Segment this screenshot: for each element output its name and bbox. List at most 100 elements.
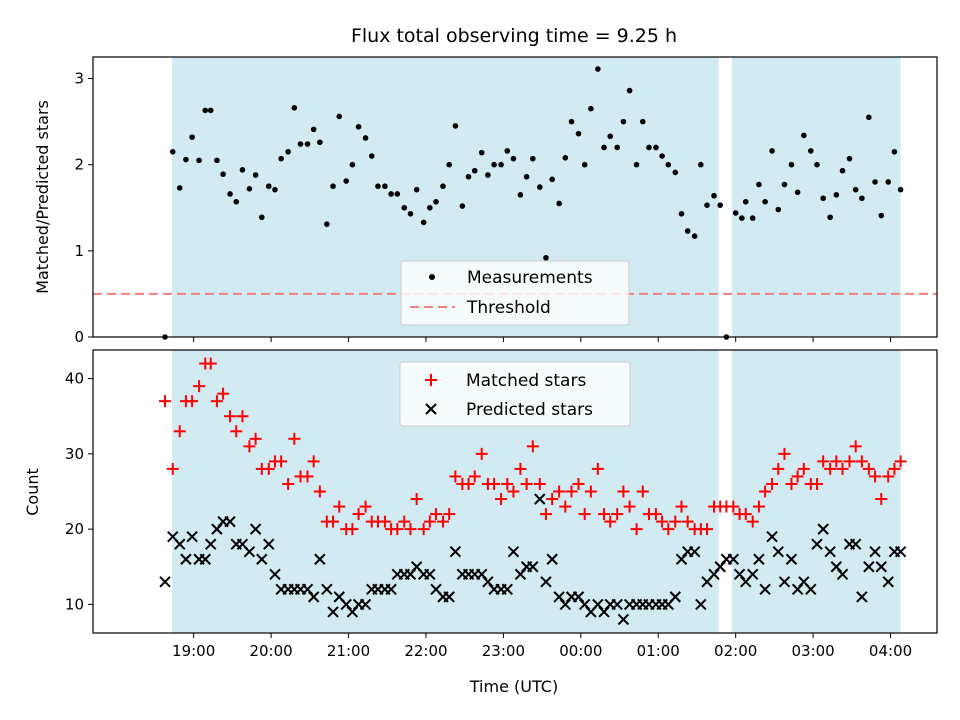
measurement-point <box>872 179 878 185</box>
x-tick-label: 03:00 <box>791 642 834 660</box>
matched-star-point <box>675 500 688 513</box>
predicted-star-point <box>534 493 546 505</box>
matched-star-point <box>578 508 591 521</box>
measurement-point <box>207 107 214 114</box>
matched-star-point <box>617 485 630 498</box>
matched-star-point <box>462 477 475 490</box>
measurement-point <box>310 126 317 133</box>
predicted-star-point <box>875 561 887 573</box>
predicted-star-point <box>669 591 681 603</box>
measurement-point <box>452 123 459 129</box>
matched-star-point <box>797 462 810 475</box>
predicted-star-point <box>617 613 630 626</box>
bottom-y-tick-label: 40 <box>65 370 84 388</box>
measurement-point <box>394 191 401 197</box>
matched-star-point <box>778 447 791 460</box>
predicted-star-point <box>747 568 759 580</box>
matched-star-point <box>275 455 288 468</box>
measurements-points <box>162 66 904 340</box>
predicted-star-point <box>307 591 320 603</box>
measurement-point <box>711 192 717 199</box>
matched-star-point <box>849 440 862 453</box>
predicted-stars-points <box>159 493 907 626</box>
matched-star-point <box>410 493 423 506</box>
predicted-star-point <box>805 583 817 596</box>
matched-star-point <box>875 493 888 506</box>
measurement-point <box>189 134 195 140</box>
matched-star-point <box>475 447 488 460</box>
predicted-star-point <box>824 546 836 558</box>
matched-star-point <box>752 500 765 513</box>
matched-star-point <box>210 395 223 408</box>
matched-star-point <box>584 485 597 498</box>
matched-star-point <box>217 387 230 400</box>
matched-star-point <box>186 395 199 408</box>
predicted-star-point <box>269 568 281 580</box>
measurement-point <box>433 198 439 205</box>
measurement-point <box>388 191 394 197</box>
predicted-star-point <box>249 523 262 535</box>
matched-star-point <box>236 410 249 423</box>
matched-star-point <box>817 455 830 468</box>
bottom-x-ticks: 19:00 20:00 21:00 22:00 23:00 00:00 01:00 02:00… <box>172 633 912 660</box>
measurement-point <box>504 148 511 154</box>
top-plot: 0 1 2 3 Matched/Predicted stars Measurement… <box>33 56 938 346</box>
measurement-point <box>169 148 176 155</box>
measurement-point <box>614 144 621 151</box>
predicted-star-point <box>766 530 778 543</box>
predicted-star-point <box>727 553 740 565</box>
measurement-point <box>568 118 575 125</box>
measurement-point <box>324 221 330 227</box>
measurement-point <box>801 132 807 139</box>
predicted-star-point <box>263 538 275 550</box>
measurement-point <box>362 135 369 141</box>
measurement-point <box>859 195 865 202</box>
predicted-star-point <box>199 553 211 565</box>
top-x-ticks <box>193 337 892 342</box>
predicted-star-point <box>785 553 798 565</box>
measurement-point <box>788 161 795 168</box>
top-y-tick-label: 2 <box>74 156 84 174</box>
measurement-point <box>769 148 775 154</box>
predicted-star-point <box>424 568 436 580</box>
top-legend-box <box>400 260 630 326</box>
matched-star-point <box>307 455 320 468</box>
measurement-point <box>646 144 652 151</box>
measurement-point <box>620 118 627 125</box>
measurement-point <box>485 172 491 178</box>
measurement-point <box>775 206 782 213</box>
measurement-point <box>595 66 601 72</box>
measurement-point <box>427 204 433 211</box>
measurement-point <box>401 204 408 211</box>
legend-matched-marker <box>425 374 437 386</box>
matched-star-point <box>417 523 430 536</box>
predicted-star-point <box>863 561 875 573</box>
measurement-point <box>407 211 414 217</box>
measurement-point <box>317 139 323 146</box>
legend-measurements-marker <box>429 274 435 280</box>
matched-star-point <box>230 425 243 438</box>
predicted-star-point <box>882 576 894 588</box>
matched-star-point <box>649 508 662 521</box>
matched-star-point <box>333 500 346 513</box>
measurement-point <box>278 155 284 162</box>
measurement-point <box>639 118 646 125</box>
top-legend: Measurements Threshold <box>400 260 630 326</box>
predicted-star-point <box>695 598 707 611</box>
matched-star-point <box>301 470 314 483</box>
measurement-point <box>653 144 659 151</box>
matched-star-point <box>546 493 559 506</box>
measurement-point <box>252 172 259 178</box>
matched-star-point <box>173 425 186 438</box>
matched-star-point <box>193 380 206 393</box>
predicted-star-point <box>443 591 455 603</box>
matched-star-point <box>662 523 675 536</box>
measurement-point <box>330 183 336 190</box>
measurement-point <box>633 161 640 168</box>
bottom-legend: Matched stars Predicted stars <box>399 361 631 427</box>
matched-star-point <box>224 410 237 423</box>
matched-star-point <box>398 515 411 528</box>
measurement-point <box>536 184 543 190</box>
observing-interval-2 <box>731 57 901 337</box>
